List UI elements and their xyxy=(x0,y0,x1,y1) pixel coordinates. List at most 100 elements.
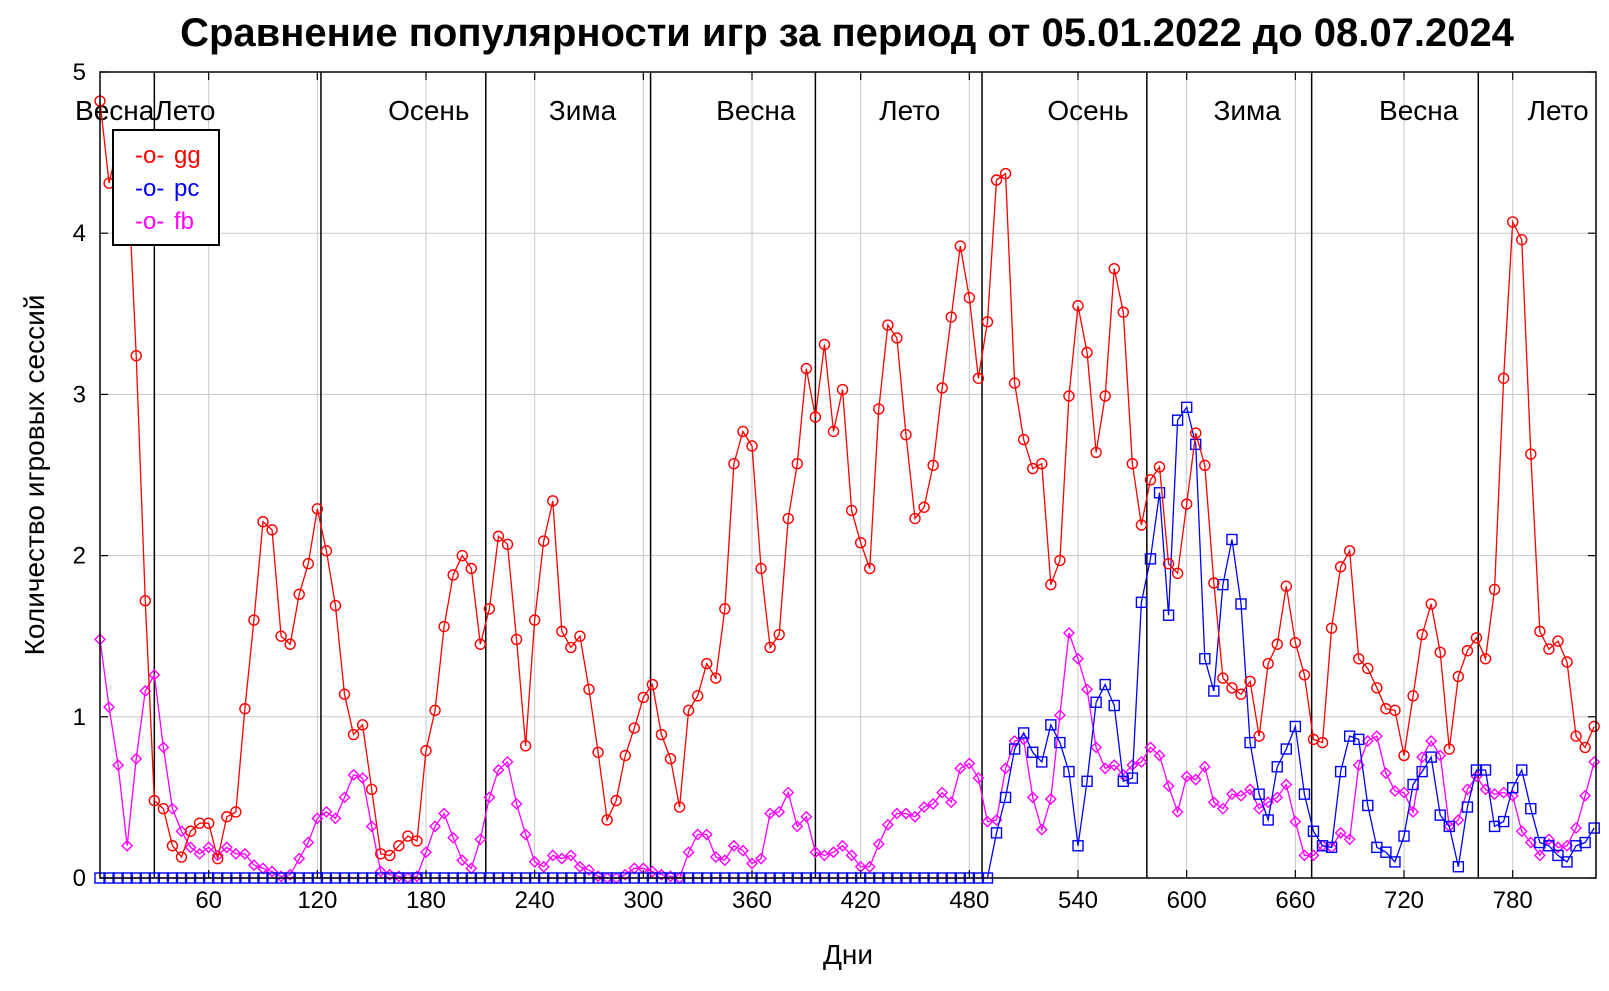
data-point xyxy=(574,630,586,642)
data-point xyxy=(1171,805,1184,818)
data-point xyxy=(447,831,460,844)
data-point xyxy=(1570,822,1583,835)
data-point xyxy=(1588,755,1601,768)
data-point xyxy=(954,762,967,775)
y-tick-label: 2 xyxy=(73,543,86,570)
data-point xyxy=(284,638,296,650)
data-point xyxy=(1334,561,1347,573)
data-point xyxy=(1570,730,1582,742)
legend-sample-pc: -o- xyxy=(135,175,164,202)
data-point xyxy=(800,362,813,375)
data-point xyxy=(555,852,568,865)
data-point xyxy=(1307,849,1320,862)
data-point xyxy=(184,825,197,837)
data-point xyxy=(909,810,922,823)
data-point xyxy=(483,791,496,804)
data-point xyxy=(963,291,976,304)
data-point xyxy=(691,828,704,841)
season-label: Зима xyxy=(1213,95,1281,126)
data-point xyxy=(1207,796,1220,809)
data-point xyxy=(1108,262,1120,275)
data-point xyxy=(1235,598,1247,610)
data-point xyxy=(791,820,804,833)
data-point xyxy=(800,810,813,823)
data-point xyxy=(1027,746,1039,758)
data-point xyxy=(1470,632,1483,644)
data-point xyxy=(1416,765,1428,778)
data-point xyxy=(1506,216,1519,228)
data-point xyxy=(1099,678,1111,691)
x-tick-label: 480 xyxy=(949,887,989,914)
data-point xyxy=(583,863,595,876)
legend: -o-gg -o-pc -o-fb xyxy=(112,129,220,246)
data-point xyxy=(936,382,948,394)
data-point xyxy=(891,332,903,344)
data-point xyxy=(601,814,613,826)
data-point xyxy=(1325,841,1338,854)
data-point xyxy=(1362,799,1374,812)
data-point xyxy=(918,501,930,513)
data-point xyxy=(1171,414,1184,426)
data-point xyxy=(238,847,251,860)
data-point xyxy=(510,797,523,810)
plot-frame xyxy=(99,71,1597,879)
data-point xyxy=(465,562,477,575)
data-point xyxy=(1180,401,1193,413)
data-point xyxy=(148,668,161,681)
data-point xyxy=(1153,749,1166,762)
data-point xyxy=(1117,775,1129,787)
data-point xyxy=(1126,458,1139,470)
season-label: Лето xyxy=(1528,95,1589,126)
y-tick-label: 5 xyxy=(73,59,86,86)
data-point xyxy=(1461,783,1474,796)
data-point xyxy=(637,691,650,704)
data-point xyxy=(1045,719,1057,731)
data-point xyxy=(1199,653,1211,665)
y-tick-label: 4 xyxy=(73,220,86,247)
x-tick-label: 120 xyxy=(297,887,337,914)
season-label: Весна xyxy=(716,95,796,126)
data-point xyxy=(1081,683,1094,696)
data-point xyxy=(664,870,677,883)
data-point xyxy=(293,588,305,600)
data-point xyxy=(1126,772,1139,784)
data-point xyxy=(1026,791,1039,804)
data-point xyxy=(266,865,279,878)
data-point xyxy=(945,796,958,809)
data-point xyxy=(782,786,795,799)
data-point xyxy=(1099,390,1111,402)
data-point xyxy=(1389,704,1401,717)
data-point xyxy=(592,870,605,883)
data-point xyxy=(1190,427,1202,439)
data-point xyxy=(193,817,206,829)
data-point xyxy=(1542,833,1555,846)
data-point xyxy=(809,846,822,859)
data-point xyxy=(1497,372,1510,384)
data-point xyxy=(728,458,740,470)
data-point xyxy=(1515,825,1528,838)
data-point xyxy=(1226,533,1238,546)
axis-ticks: 60 120 180 240 300 360 420 480 540 600 660 720 780 0 1… xyxy=(73,59,1596,914)
season-label: Осень xyxy=(388,95,469,126)
data-point xyxy=(954,240,966,252)
y-axis-label: Количество игровых сессий xyxy=(19,295,50,656)
data-point xyxy=(836,383,849,396)
data-point xyxy=(266,524,278,536)
data-point xyxy=(999,167,1012,180)
data-point xyxy=(700,828,713,841)
x-tick-label: 540 xyxy=(1058,887,1098,914)
data-point xyxy=(1108,699,1120,712)
data-point xyxy=(1434,646,1446,659)
data-point xyxy=(1081,346,1093,359)
data-point xyxy=(1027,462,1039,475)
data-point xyxy=(1144,553,1157,565)
data-point xyxy=(1289,815,1302,828)
data-point xyxy=(501,538,514,551)
data-point xyxy=(818,849,831,862)
data-point xyxy=(845,504,858,517)
data-point xyxy=(1135,755,1148,768)
data-point xyxy=(429,820,442,833)
data-point xyxy=(112,759,125,772)
data-point xyxy=(474,638,487,650)
data-point xyxy=(746,857,758,870)
